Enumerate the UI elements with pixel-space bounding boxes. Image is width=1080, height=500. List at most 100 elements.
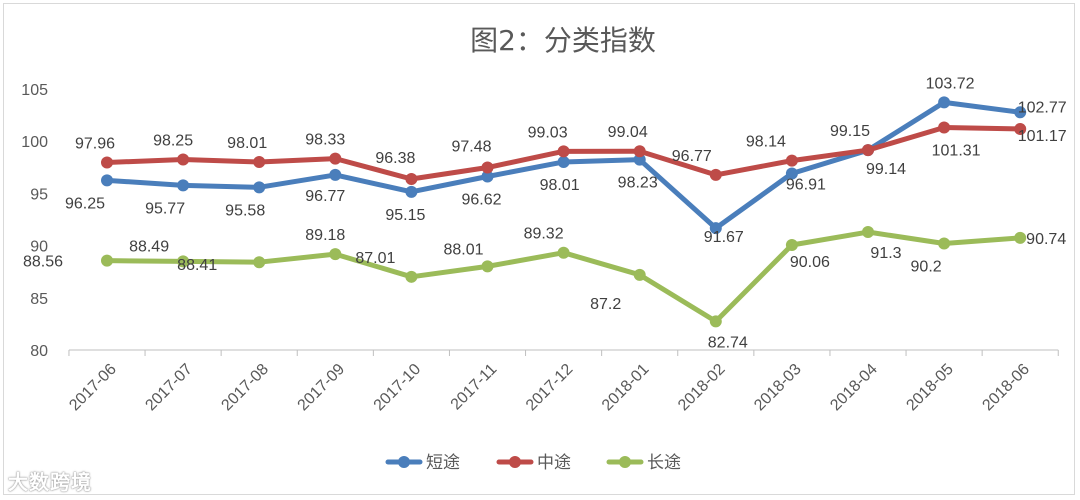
series-1-data-label: 101.31 bbox=[932, 143, 981, 160]
series-0-point bbox=[1014, 106, 1027, 119]
series-2-data-label: 88.41 bbox=[177, 257, 217, 274]
series-1-point bbox=[329, 152, 342, 165]
series-0-point bbox=[329, 168, 342, 181]
series-1-point bbox=[405, 172, 418, 185]
series-1-point bbox=[253, 155, 266, 168]
series-2-point bbox=[1014, 231, 1027, 244]
series-2-data-label: 87.2 bbox=[590, 296, 621, 313]
series-2-point bbox=[862, 226, 874, 239]
series-2-data-label: 89.18 bbox=[305, 227, 345, 244]
series-0-data-label: 96.91 bbox=[786, 176, 826, 193]
series-2-point bbox=[785, 238, 798, 251]
x-tick-label: 2018-03 bbox=[751, 361, 805, 415]
y-tick-label: 90 bbox=[30, 239, 48, 256]
series-0-point bbox=[785, 167, 798, 180]
series-1-data-label: 98.33 bbox=[305, 132, 345, 149]
series-0-data-label: 96.77 bbox=[305, 188, 345, 205]
series-2-point bbox=[329, 248, 342, 261]
series-2-point bbox=[709, 315, 722, 328]
series-1-data-label: 99.15 bbox=[830, 123, 870, 140]
series-1-data-label: 97.96 bbox=[75, 135, 115, 152]
series-1-point bbox=[481, 161, 494, 174]
series-0-data-label: 95.58 bbox=[225, 202, 265, 219]
series-1-point bbox=[785, 154, 798, 167]
series-2-point bbox=[633, 268, 646, 281]
series-0-data-label: 99.14 bbox=[866, 161, 906, 178]
x-tick-label: 2017-10 bbox=[371, 361, 425, 415]
series-2-point bbox=[177, 255, 190, 268]
series-1-point bbox=[709, 168, 722, 181]
legend-label-1: 中途 bbox=[537, 453, 571, 473]
series-1-data-label: 98.01 bbox=[227, 135, 267, 152]
series-2-data-label: 87.01 bbox=[355, 250, 395, 267]
series-0-data-label: 103.72 bbox=[926, 75, 975, 92]
series-1-point bbox=[633, 145, 646, 158]
series-0-data-label: 95.15 bbox=[385, 207, 425, 224]
x-tick-label: 2017-09 bbox=[295, 361, 349, 415]
series-0-data-label: 96.62 bbox=[461, 191, 501, 208]
x-tick-label: 2017-08 bbox=[218, 361, 272, 415]
series-0-data-label: 98.01 bbox=[540, 177, 580, 194]
series-2-data-label: 88.49 bbox=[129, 238, 169, 255]
series-1-point bbox=[557, 145, 570, 158]
series-2-data-label: 91.3 bbox=[870, 245, 901, 262]
x-tick-label: 2018-05 bbox=[903, 361, 957, 415]
series-2-data-label: 88.01 bbox=[443, 241, 483, 258]
series-2-point bbox=[481, 260, 494, 273]
series-1-data-label: 98.14 bbox=[746, 134, 786, 151]
series-0-point bbox=[481, 170, 494, 183]
x-tick-label: 2018-01 bbox=[599, 361, 653, 415]
x-tick-label: 2017-07 bbox=[142, 361, 196, 415]
series-0-data-label: 91.67 bbox=[704, 229, 744, 246]
legend-marker-2 bbox=[619, 456, 631, 468]
x-tick-label: 2018-04 bbox=[827, 361, 881, 415]
series-2-data-label: 90.74 bbox=[1026, 231, 1066, 248]
legend-label-2: 长途 bbox=[647, 453, 681, 473]
series-0-point bbox=[633, 153, 646, 166]
series-0-data-label: 95.77 bbox=[145, 200, 185, 217]
x-tick-label: 2017-11 bbox=[448, 361, 501, 414]
series-1-point bbox=[101, 156, 113, 169]
series-1-data-label: 101.17 bbox=[1018, 128, 1067, 145]
y-tick-label: 95 bbox=[30, 186, 48, 203]
x-tick-label: 2018-06 bbox=[979, 361, 1033, 415]
chart-title: 图2：分类指数 bbox=[470, 24, 656, 57]
series-0-point bbox=[101, 174, 113, 187]
series-1-point bbox=[1014, 122, 1027, 135]
series-0-point bbox=[938, 96, 951, 109]
series-1-data-label: 98.25 bbox=[153, 132, 193, 149]
y-tick-label: 100 bbox=[21, 134, 48, 151]
series-2-data-label: 89.32 bbox=[524, 226, 564, 243]
series-2-point bbox=[101, 254, 113, 267]
watermark-logo: 大数跨境 bbox=[8, 470, 92, 494]
series-2-point bbox=[405, 270, 418, 283]
series-1-point bbox=[177, 153, 190, 166]
x-tick-label: 2018-02 bbox=[675, 361, 729, 415]
series-1-data-label: 99.04 bbox=[608, 124, 648, 141]
chart-frame bbox=[3, 3, 1075, 495]
series-2-point bbox=[253, 256, 266, 269]
y-tick-label: 105 bbox=[21, 82, 48, 99]
legend-label-0: 短途 bbox=[426, 453, 460, 473]
y-tick-label: 85 bbox=[30, 291, 48, 308]
x-tick-label: 2017-12 bbox=[523, 361, 577, 415]
series-1-data-label: 97.48 bbox=[451, 139, 491, 156]
legend-marker-1 bbox=[509, 456, 521, 468]
series-0-point bbox=[557, 155, 570, 168]
series-2-data-label: 90.2 bbox=[911, 259, 942, 276]
x-tick-label: 2017-06 bbox=[66, 361, 120, 415]
series-0-point bbox=[709, 222, 722, 235]
series-0-point bbox=[405, 185, 418, 198]
series-2-point bbox=[938, 237, 951, 250]
series-2-data-label: 88.56 bbox=[23, 254, 63, 271]
series-0-point bbox=[177, 179, 190, 192]
series-2-point bbox=[557, 246, 570, 259]
series-0-point bbox=[253, 181, 266, 194]
legend-marker-0 bbox=[398, 456, 410, 468]
series-0-data-label: 96.25 bbox=[65, 195, 105, 212]
series-0-data-label: 98.23 bbox=[618, 175, 658, 192]
series-1-data-label: 96.38 bbox=[375, 150, 415, 167]
series-1-data-label: 99.03 bbox=[528, 124, 568, 141]
series-2-data-label: 82.74 bbox=[708, 334, 748, 351]
